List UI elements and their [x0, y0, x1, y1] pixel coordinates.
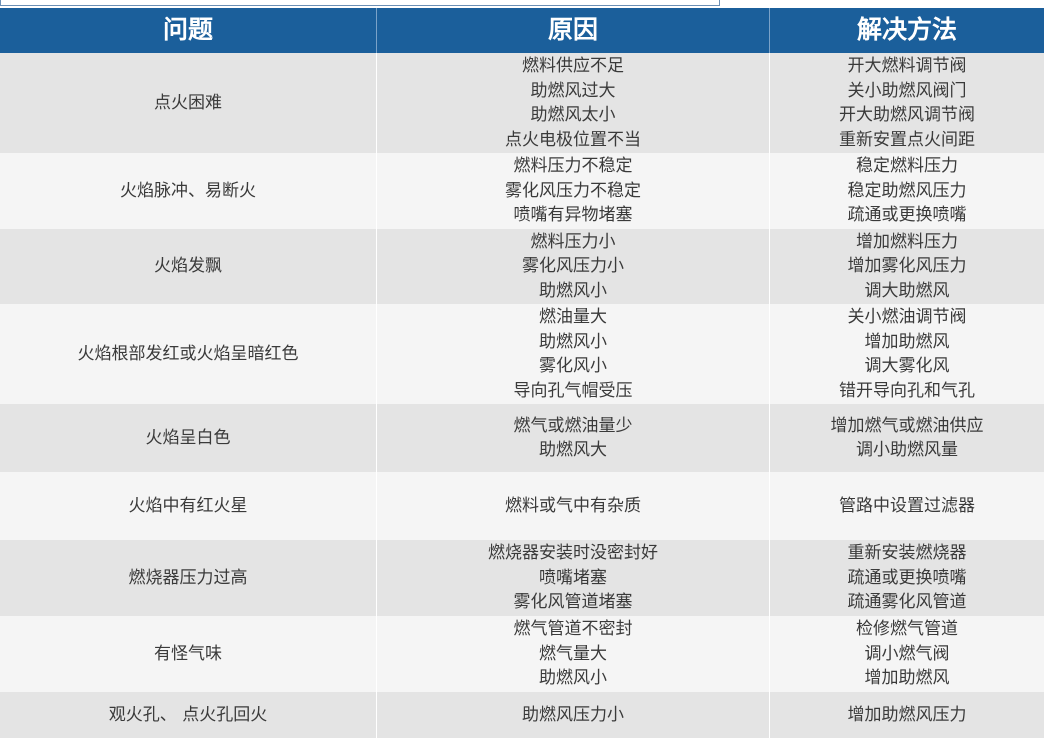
table-row: 点火困难 燃料供应不足 助燃风过大 助燃风太小 点火电极位置不当 开大燃料调节阀 关小助燃风… [0, 53, 1044, 153]
table-row: 火焰呈白色 燃气或燃油量少 助燃风大 增加燃气或燃油供应 调小助燃风量 [0, 404, 1044, 472]
solution-cell: 重新安装燃烧器 疏通或更换喷嘴 疏通雾化风管道 [770, 540, 1044, 616]
solution-cell: 管路中设置过滤器 [770, 472, 1044, 540]
solution-line: 检修燃气管道 [856, 619, 958, 640]
solution-line: 管路中设置过滤器 [839, 495, 975, 516]
cause-line: 燃气量大 [539, 643, 607, 664]
cause-cell: 燃油量大助燃风小雾化风小导向孔气帽受压 [377, 304, 770, 404]
cause-line: 助燃风小 [539, 668, 607, 689]
cause-line: 燃烧器安装时没密封好 [488, 543, 658, 564]
cause-cell: 燃气管道不密封 燃气量大助燃风小 [377, 616, 770, 692]
problem-cell: 火焰脉冲、易断火 [0, 153, 377, 229]
solution-cell: 增加燃气或燃油供应 调小助燃风量 [770, 404, 1044, 472]
solution-cell: 增加助燃风压力 [770, 692, 1044, 738]
solution-line: 关小燃油调节阀 [847, 307, 967, 327]
cause-line: 助燃风太小 [530, 105, 616, 125]
solution-line: 增加助燃风 [864, 331, 950, 352]
cause-line: 燃油量大 [539, 307, 607, 327]
table-row: 有怪气味 燃气管道不密封 燃气量大 助燃风小 检修燃气管道 调小燃气阀 增加助燃风 [0, 616, 1044, 692]
cause-line: 导向孔气帽受压 [513, 380, 633, 401]
solution-cell: 增加燃料压力 增加雾化风压力 调大助燃风 [770, 229, 1044, 304]
cause-cell: 助燃风压力小 [377, 692, 770, 738]
solution-line: 调小燃气阀 [864, 643, 950, 664]
solution-line: 增加助燃风 [864, 668, 950, 689]
troubleshooting-table: 问题 原因 解决方法 点火困难 燃料供应不足 助燃风过大 助燃风太小 点火电极位置不当开… [0, 8, 1044, 738]
solution-line: 调大助燃风 [864, 280, 950, 301]
solution-line: 疏通或更换喷嘴 [847, 567, 967, 588]
cause-line: 燃气管道不密封 [513, 619, 633, 640]
solution-cell: 开大燃料调节阀 关小助燃风阀门 开大助燃风调节阀 重新安置点火间距 [770, 53, 1044, 153]
solution-line: 疏通雾化风管道 [847, 592, 967, 613]
solution-line: 调小助燃风量 [856, 440, 958, 460]
cause-line: 雾化风小 [539, 356, 607, 376]
cause-cell: 燃烧器安装时没密封好 喷嘴堵塞雾化风管道堵塞 [377, 540, 770, 616]
cause-cell: 燃料或气中有杂质 [377, 472, 770, 540]
solution-line: 增加燃料压力 [856, 231, 958, 252]
cause-line: 燃料供应不足 [522, 56, 624, 76]
cause-line: 燃料压力不稳定 [513, 156, 633, 177]
header-solution: 解决方法 [856, 15, 957, 45]
solution-line: 增加助燃风压力 [847, 704, 967, 725]
solution-cell: 检修燃气管道 调小燃气阀增加助燃风 [770, 616, 1044, 692]
table-row: 燃烧器压力过高 燃烧器安装时没密封好 喷嘴堵塞 雾化风管道堵塞 重新安装燃烧器 疏通或更换… [0, 540, 1044, 616]
problem-cell: 火焰根部发红或火焰呈暗红色 [0, 304, 377, 404]
cause-line: 燃料或气中有杂质 [505, 495, 641, 516]
solution-line: 疏通或更换喷嘴 [847, 205, 967, 226]
solution-line: 调大雾化风 [864, 356, 950, 376]
solution-line: 重新安装燃烧器 [847, 543, 967, 564]
solution-line: 增加燃气或燃油供应 [830, 415, 984, 436]
cause-line: 助燃风小 [539, 331, 607, 352]
cause-line: 雾化风管道堵塞 [513, 592, 633, 613]
table-row: 火焰脉冲、易断火 燃料压力不稳定 雾化风压力不稳定 喷嘴有异物堵塞 稳定燃料压力 稳定助燃… [0, 153, 1044, 229]
cause-line: 燃料压力小 [530, 231, 616, 252]
cause-line: 雾化风压力小 [522, 256, 624, 277]
solution-line: 稳定燃料压力 [856, 156, 958, 177]
problem-cell: 火焰中有红火星 [0, 472, 377, 540]
page-bottom [0, 738, 1044, 752]
solution-cell: 关小燃油调节阀 增加助燃风调大雾化风错开导向孔和气孔 [770, 304, 1044, 404]
cause-line: 助燃风过大 [530, 80, 616, 101]
problem-cell: 观火孔、 点火孔回火 [0, 692, 377, 738]
problem-cell: 火焰呈白色 [0, 404, 377, 472]
problem-cell: 有怪气味 [0, 616, 377, 692]
cause-line: 雾化风压力不稳定 [505, 180, 641, 201]
table-body: 点火困难 燃料供应不足 助燃风过大 助燃风太小 点火电极位置不当 开大燃料调节阀 关小助燃风… [0, 53, 1044, 738]
problem-cell: 点火困难 [0, 53, 377, 153]
table-row: 火焰中有红火星 燃料或气中有杂质 管路中设置过滤器 [0, 472, 1044, 540]
problem-cell: 燃烧器压力过高 [0, 540, 377, 616]
cause-cell: 燃料压力不稳定 雾化风压力不稳定 喷嘴有异物堵塞 [377, 153, 770, 229]
solution-line: 开大助燃风调节阀 [839, 105, 975, 125]
solution-line: 错开导向孔和气孔 [839, 380, 975, 401]
solution-line: 关小助燃风阀门 [847, 80, 967, 101]
problem-cell: 火焰发飘 [0, 229, 377, 304]
header-problem: 问题 [0, 8, 377, 53]
table-row: 火焰发飘 燃料压力小 雾化风压力小 助燃风小 增加燃料压力 增加雾化风压力 调大助燃风 [0, 229, 1044, 304]
cause-line: 喷嘴堵塞 [539, 567, 607, 588]
cause-line: 助燃风小 [539, 280, 607, 301]
cause-line: 助燃风压力小 [522, 704, 624, 725]
solution-line: 开大燃料调节阀 [847, 56, 967, 76]
cause-line: 燃气或燃油量少 [513, 415, 633, 436]
cause-line: 助燃风大 [539, 440, 607, 460]
header-cause: 原因 [377, 8, 770, 53]
table-row: 火焰根部发红或火焰呈暗红色 燃油量大 助燃风小 雾化风小 导向孔气帽受压 关小燃油调节阀增… [0, 304, 1044, 404]
solution-line: 重新安置点火间距 [839, 129, 975, 150]
table-header: 问题 原因 解决方法 [0, 8, 1044, 53]
cause-cell: 燃气或燃油量少 助燃风大 [377, 404, 770, 472]
cause-line: 点火电极位置不当 [505, 129, 641, 150]
top-frame [0, 0, 720, 6]
solution-line: 稳定助燃风压力 [847, 180, 967, 201]
cause-cell: 燃料供应不足 助燃风过大助燃风太小点火电极位置不当 [377, 53, 770, 153]
cause-line: 喷嘴有异物堵塞 [513, 205, 633, 226]
solution-line: 增加雾化风压力 [847, 256, 967, 277]
solution-cell: 稳定燃料压力 稳定助燃风压力 疏通或更换喷嘴 [770, 153, 1044, 229]
cause-cell: 燃料压力小雾化风压力小 助燃风小 [377, 229, 770, 304]
table-row: 观火孔、 点火孔回火 助燃风压力小 增加助燃风压力 [0, 692, 1044, 738]
